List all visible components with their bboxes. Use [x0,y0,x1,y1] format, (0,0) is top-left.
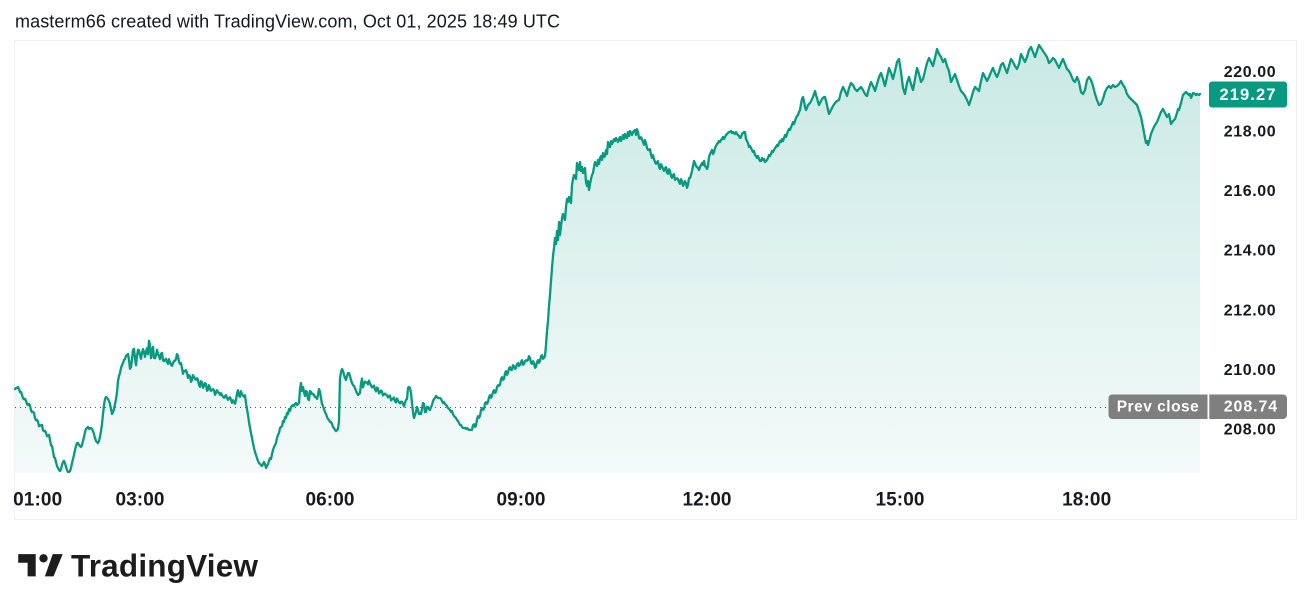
svg-text:216.00: 216.00 [1224,183,1277,200]
svg-text:218.00: 218.00 [1224,124,1277,141]
svg-text:210.00: 210.00 [1224,362,1277,379]
svg-text:12:00: 12:00 [682,490,731,511]
svg-text:220.00: 220.00 [1224,64,1277,81]
svg-text:TradingView: TradingView [71,547,258,583]
svg-text:18:00: 18:00 [1062,490,1111,511]
svg-text:01:00: 01:00 [13,490,62,511]
svg-text:219.27: 219.27 [1219,86,1276,104]
svg-text:208.00: 208.00 [1224,422,1277,439]
svg-text:09:00: 09:00 [496,490,545,511]
svg-text:06:00: 06:00 [305,490,354,511]
svg-text:15:00: 15:00 [875,490,924,511]
svg-text:03:00: 03:00 [115,490,164,511]
svg-text:Prev close: Prev close [1117,399,1200,416]
svg-text:214.00: 214.00 [1224,243,1277,260]
svg-text:masterm66 created with Trading: masterm66 created with TradingView.com, … [15,12,560,32]
svg-text:208.74: 208.74 [1224,399,1278,416]
svg-text:212.00: 212.00 [1224,302,1277,319]
